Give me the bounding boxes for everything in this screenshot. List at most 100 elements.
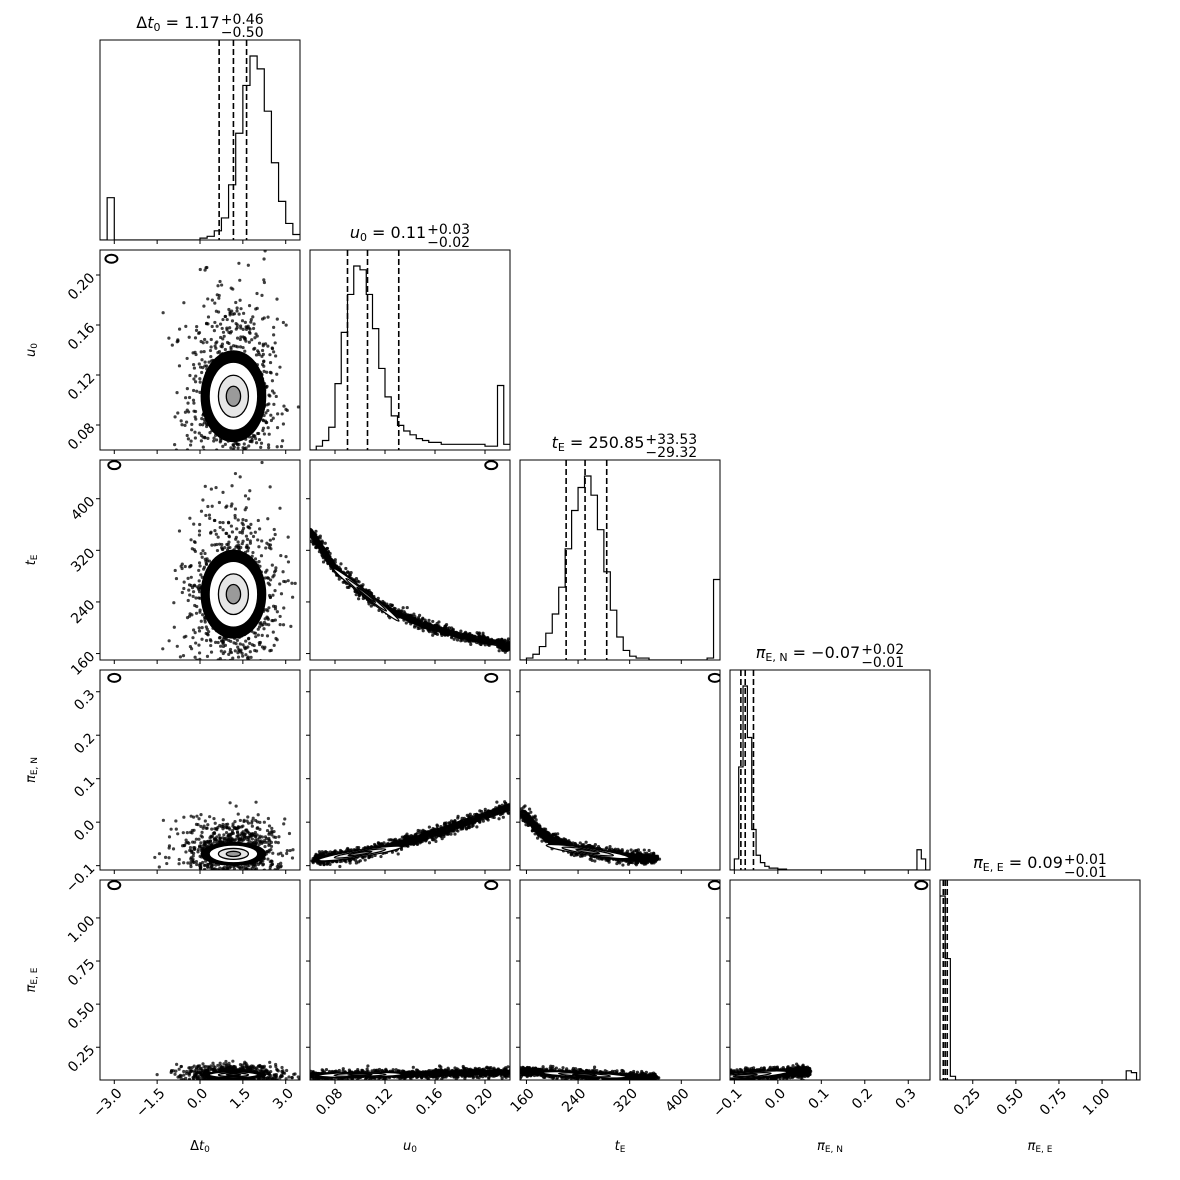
sample-point xyxy=(271,537,276,541)
sample-point xyxy=(266,426,270,430)
sample-point xyxy=(207,484,210,487)
sample-point xyxy=(241,643,245,647)
sample-point xyxy=(242,834,247,839)
sample-point xyxy=(228,871,231,874)
sample-point xyxy=(254,635,258,639)
sample-point xyxy=(267,545,272,550)
sample-point xyxy=(261,426,266,430)
sample-point xyxy=(180,505,183,508)
sample-point xyxy=(289,624,293,628)
sample-point xyxy=(223,442,227,446)
density-layer xyxy=(310,672,510,869)
sample-point xyxy=(346,570,351,575)
sample-point xyxy=(172,601,176,605)
sample-point xyxy=(170,343,174,347)
sample-point xyxy=(247,340,251,344)
sample-point xyxy=(215,324,219,328)
sample-point xyxy=(212,886,215,889)
sample-point xyxy=(215,890,218,893)
sample-point xyxy=(251,832,255,836)
sample-point xyxy=(206,297,210,301)
sample-point xyxy=(354,858,358,862)
sample-point xyxy=(209,531,213,535)
sample-point xyxy=(214,863,218,867)
sample-point xyxy=(251,453,254,456)
sample-point xyxy=(191,594,195,598)
sample-point xyxy=(247,444,251,448)
sample-point xyxy=(183,564,187,569)
sample-point xyxy=(248,327,252,331)
sample-point xyxy=(233,681,236,684)
sample-point xyxy=(201,876,204,879)
sample-point xyxy=(219,639,224,643)
sample-point xyxy=(197,629,202,633)
sample-point xyxy=(248,489,252,493)
sample-point xyxy=(204,513,208,518)
sample-point xyxy=(232,871,235,874)
sample-point xyxy=(194,611,199,615)
sample-point xyxy=(283,817,287,821)
sample-point xyxy=(257,560,261,564)
sample-point xyxy=(220,326,224,331)
sample-point xyxy=(234,642,238,646)
sample-point xyxy=(427,825,431,829)
sample-point xyxy=(241,824,245,828)
y-tick-label: 320 xyxy=(68,545,98,575)
sample-point xyxy=(193,655,197,659)
sample-point xyxy=(186,598,190,603)
sample-point xyxy=(294,713,297,716)
sample-point xyxy=(175,340,179,344)
sample-point xyxy=(234,300,238,305)
sample-point xyxy=(269,413,273,417)
sample-point xyxy=(199,433,203,438)
y-tick-label: 0.3 xyxy=(71,687,98,714)
sample-point xyxy=(208,430,212,435)
sample-point xyxy=(354,577,359,581)
sample-point xyxy=(218,450,221,453)
sample-point xyxy=(268,865,272,869)
sample-point xyxy=(267,402,271,406)
sample-point xyxy=(267,838,271,842)
sample-point xyxy=(267,393,271,397)
sample-point xyxy=(268,538,272,542)
sample-point xyxy=(188,593,192,597)
sample-point xyxy=(231,663,234,666)
sample-point xyxy=(413,614,417,619)
sample-point xyxy=(198,377,202,381)
sample-point xyxy=(322,862,326,867)
sample-point xyxy=(187,876,190,879)
sample-point xyxy=(252,643,256,648)
sample-point xyxy=(259,466,262,469)
sample-point xyxy=(263,250,267,253)
sample-point xyxy=(249,522,253,527)
sample-point xyxy=(273,532,277,537)
sample-point xyxy=(511,646,514,649)
sample-point xyxy=(208,836,212,840)
sample-point xyxy=(199,552,203,556)
sample-point xyxy=(240,886,243,889)
sample-point xyxy=(242,462,245,465)
sample-point xyxy=(236,871,239,874)
sample-point xyxy=(275,864,279,869)
histogram-steps xyxy=(310,265,510,450)
sample-point xyxy=(225,468,228,471)
sample-point xyxy=(281,480,284,483)
sample-point xyxy=(267,824,272,828)
y-tick-label: 0.16 xyxy=(65,320,98,353)
sample-point xyxy=(504,801,508,806)
sample-point xyxy=(344,860,348,864)
sample-point xyxy=(376,841,380,845)
sample-point xyxy=(199,573,203,577)
sample-point xyxy=(274,835,278,839)
sample-point xyxy=(265,634,270,638)
sample-point xyxy=(227,662,230,665)
sample-point xyxy=(187,614,192,618)
sample-point xyxy=(199,619,203,623)
sample-point xyxy=(197,330,202,335)
sample-point xyxy=(246,525,250,529)
sample-point xyxy=(243,871,246,874)
sample-point xyxy=(199,841,203,845)
sample-point xyxy=(268,353,272,357)
sample-point xyxy=(229,888,232,891)
sample-point xyxy=(357,593,361,597)
